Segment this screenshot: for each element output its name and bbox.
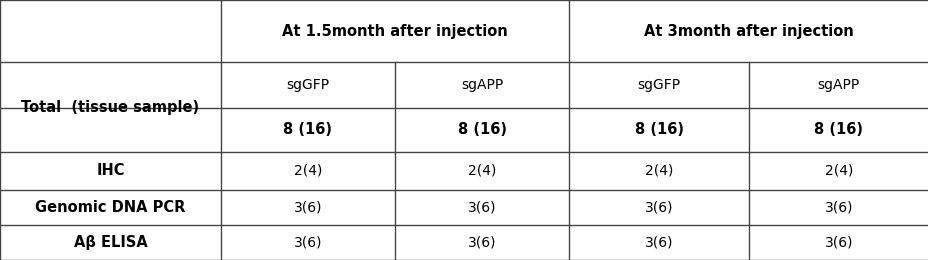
Text: sgAPP: sgAPP [460, 78, 503, 92]
Text: Aβ ELISA: Aβ ELISA [73, 235, 148, 250]
Text: 2(4): 2(4) [824, 164, 852, 178]
Text: 8 (16): 8 (16) [634, 122, 683, 138]
Text: 8 (16): 8 (16) [814, 122, 862, 138]
Text: 3(6): 3(6) [468, 200, 496, 214]
Text: 3(6): 3(6) [468, 236, 496, 249]
Text: At 1.5month after injection: At 1.5month after injection [282, 24, 508, 39]
Text: 8 (16): 8 (16) [283, 122, 332, 138]
Text: 3(6): 3(6) [293, 236, 322, 249]
Text: Total  (tissue sample): Total (tissue sample) [21, 100, 200, 115]
Text: 3(6): 3(6) [293, 200, 322, 214]
Text: 8 (16): 8 (16) [458, 122, 506, 138]
Text: 3(6): 3(6) [644, 236, 673, 249]
Text: sgAPP: sgAPP [817, 78, 859, 92]
Text: Genomic DNA PCR: Genomic DNA PCR [35, 200, 186, 215]
Text: sgGFP: sgGFP [286, 78, 329, 92]
Text: IHC: IHC [97, 164, 124, 178]
Text: 2(4): 2(4) [644, 164, 673, 178]
Text: 2(4): 2(4) [293, 164, 322, 178]
Text: 3(6): 3(6) [824, 236, 852, 249]
Text: sgGFP: sgGFP [637, 78, 680, 92]
Text: 3(6): 3(6) [644, 200, 673, 214]
Text: At 3month after injection: At 3month after injection [644, 24, 853, 39]
Text: 2(4): 2(4) [468, 164, 496, 178]
Text: 3(6): 3(6) [824, 200, 852, 214]
